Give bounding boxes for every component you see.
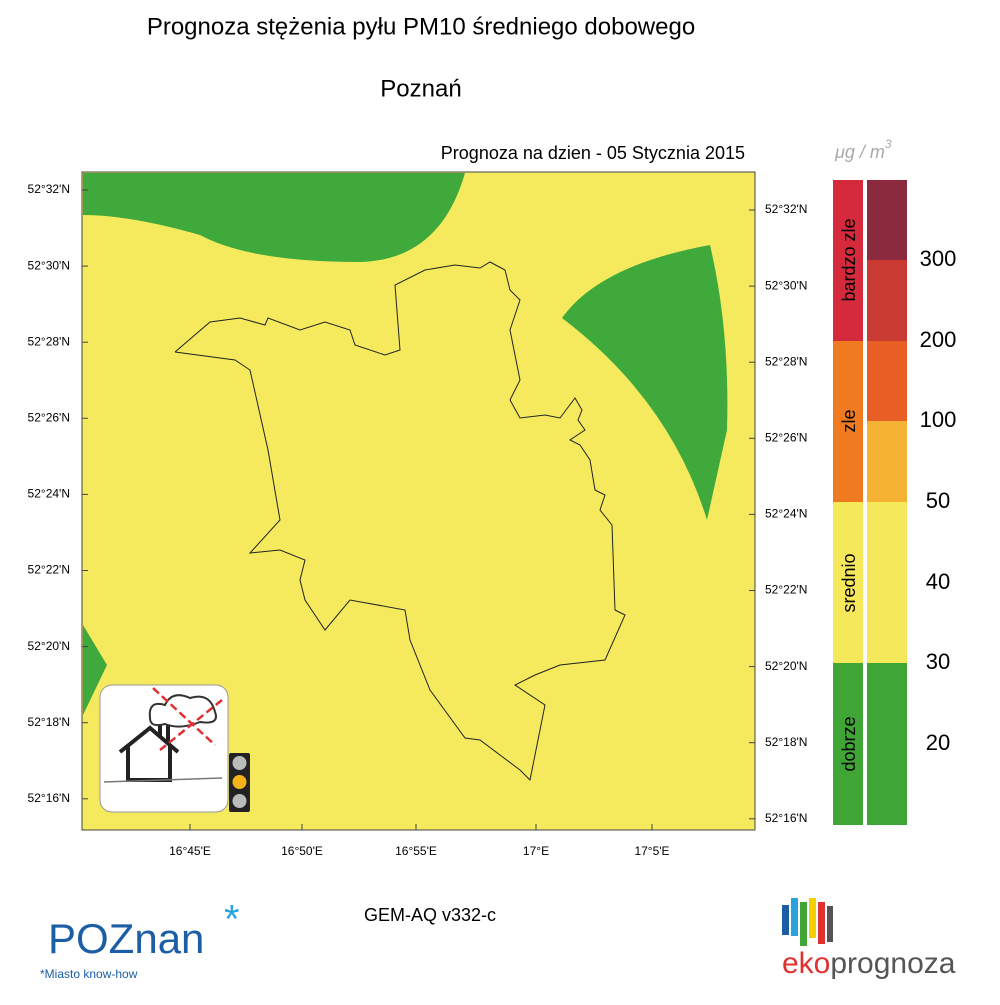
lat-label: 52°24'N [765,507,807,521]
lat-label: 52°28'N [765,354,807,368]
legend-band [833,180,863,341]
logo-right: ekoprognoza [782,947,956,980]
legend-threshold: 40 [926,569,950,594]
lat-label: 52°30'N [28,258,70,272]
city-boundary [174,261,626,782]
zone-good [83,173,465,262]
logo-left-star: * [224,898,240,942]
ground-icon [103,777,223,783]
logo-bar [809,898,816,938]
light [232,775,247,789]
logo-bar [782,905,789,935]
title: Prognoza stężenia pyłu PM10 średniego do… [147,13,695,40]
unit: μg / m3 [834,137,892,162]
legend-band [833,663,863,825]
lat-label: 52°20'N [765,659,807,673]
lat-label: 52°32'N [28,182,70,196]
lat-label: 52°20'N [28,639,70,653]
lon-label: 16°55'E [395,844,437,858]
legend-threshold: 50 [926,488,950,513]
legend-band [833,502,863,663]
legend-threshold: 30 [926,649,950,674]
model-name: GEM-AQ v332-c [364,905,496,925]
logo-left: POZnan [48,915,204,962]
lat-label: 52°30'N [765,278,807,292]
icon [99,684,229,813]
footer: GEM-AQ v332-c POZnan * *Miasto know-how … [40,898,956,982]
legend-band [867,260,907,341]
legend-threshold: 300 [920,246,957,271]
lat-label: 52°26'N [765,430,807,444]
zone-good [562,245,728,520]
legend-band [867,341,907,421]
light [232,756,247,770]
legend-band [867,180,907,260]
lon-label: 16°50'E [281,844,323,858]
light [232,794,247,808]
lat-label: 52°32'N [765,202,807,216]
legend-band [833,341,863,502]
lat-label: 52°26'N [28,410,70,424]
legend-band [867,502,907,663]
cross-icon [152,687,223,751]
logo-right-suffix: prognoza [830,947,955,980]
logo-right-bars [782,898,833,946]
legend-threshold: 20 [926,730,950,755]
lat-label: 52°28'N [28,334,70,348]
legend-threshold: 200 [920,327,957,352]
lat-label: 52°22'N [28,563,70,577]
legend-category: zle [839,409,859,432]
lat-label: 52°18'N [28,715,70,729]
legend-category: dobrze [839,716,859,771]
forecast-date: Prognoza na dzien - 05 Stycznia 2015 [441,143,745,163]
lon-label: 17°5'E [634,844,669,858]
legend: bardzo zle zle srednio dobrze 300 200 100 50 40 3… [833,180,956,825]
lat-label: 52°16'N [765,811,807,825]
zone-good [83,625,107,715]
logo-bar [818,902,825,944]
lat-label: 52°16'N [28,791,70,805]
lat-label: 52°24'N [28,487,70,501]
logo-right-prefix: eko [782,947,830,980]
unit-base: μg / m [834,142,885,162]
lon-label: 17°E [523,844,549,858]
traffic-light [229,753,250,812]
map [81,171,756,831]
legend-band [867,421,907,502]
logo-bar [800,902,807,946]
lon-label: 16°45'E [169,844,211,858]
unit-exponent: 3 [885,137,892,151]
legend-category: srednio [839,553,859,612]
tagline: *Miasto know-how [40,967,138,981]
legend-threshold: 100 [920,407,957,432]
subtitle: Poznań [380,75,461,102]
legend-category: bardzo zle [839,218,859,301]
logo-bar [827,906,833,942]
lat-label: 52°22'N [765,583,807,597]
logo-bar [791,898,798,936]
lat-label: 52°18'N [765,735,807,749]
legend-band [867,663,907,825]
